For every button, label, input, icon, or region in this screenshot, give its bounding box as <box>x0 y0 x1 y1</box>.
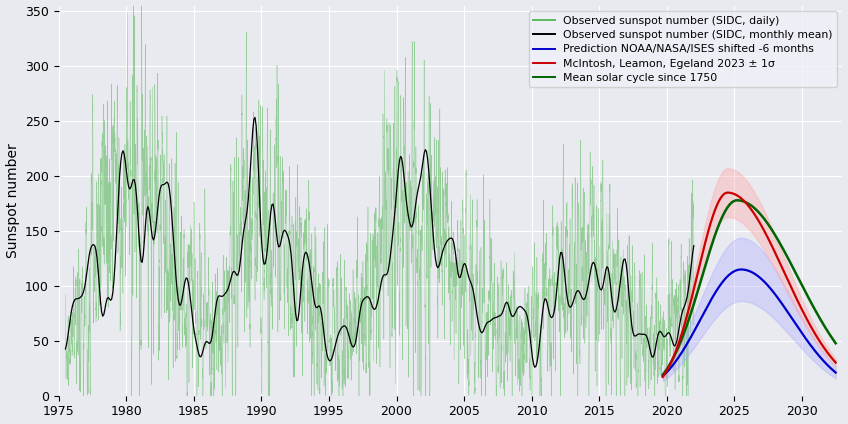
Y-axis label: Sunspot number: Sunspot number <box>6 143 20 258</box>
Legend: Observed sunspot number (SIDC, daily), Observed sunspot number (SIDC, monthly me: Observed sunspot number (SIDC, daily), O… <box>528 11 837 87</box>
